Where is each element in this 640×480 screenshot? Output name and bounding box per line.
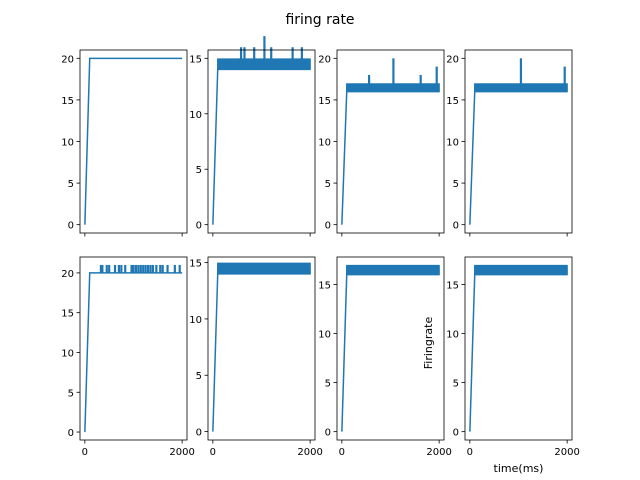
y-tick-label: 10 xyxy=(446,138,459,149)
axes-frame xyxy=(464,49,573,234)
y-tick-label: 5 xyxy=(325,179,331,190)
y-tick-label: 15 xyxy=(61,96,74,107)
y-tick-label: 10 xyxy=(189,315,202,326)
x-tick-label: 2000 xyxy=(169,447,194,458)
y-tick-label: 5 xyxy=(325,379,331,390)
y-tick-label: 5 xyxy=(196,165,202,176)
y-tick-label: 15 xyxy=(61,309,74,320)
panel-row2-col2: 0 5 10 15 0 2000 xyxy=(189,256,323,458)
y-tick-label: 15 xyxy=(318,96,331,107)
y-tick-label: 5 xyxy=(68,179,74,190)
y-tick-label: 10 xyxy=(446,330,459,341)
y-tick-label: 0 xyxy=(325,221,331,232)
axes-frame xyxy=(79,256,188,441)
series-line xyxy=(341,264,440,432)
series-line xyxy=(212,262,311,432)
y-tick-label: 10 xyxy=(61,348,74,359)
y-tick-label: 10 xyxy=(61,138,74,149)
x-tick-label: 0 xyxy=(339,447,345,458)
x-tick-label: 2000 xyxy=(554,447,579,458)
y-tick-label: 0 xyxy=(325,428,331,439)
axes-frame xyxy=(207,256,316,441)
y-tick-label: 5 xyxy=(68,388,74,399)
x-tick-label: 0 xyxy=(82,447,88,458)
x-tick-label: 2000 xyxy=(426,447,451,458)
y-tick-label: 20 xyxy=(446,54,459,65)
y-tick-label: 0 xyxy=(453,428,459,439)
x-axis-label: time(ms) xyxy=(494,462,544,475)
y-tick-label: 15 xyxy=(189,54,202,65)
y-tick-label: 0 xyxy=(68,221,74,232)
axes-frame xyxy=(79,49,188,234)
series-line xyxy=(84,272,183,433)
y-tick-label: 20 xyxy=(61,269,74,280)
y-tick-label: 0 xyxy=(196,428,202,439)
series-line xyxy=(212,58,311,225)
panel-row1-col3: 0 5 10 15 20 xyxy=(318,49,445,237)
y-tick-label: 5 xyxy=(196,371,202,382)
series-line xyxy=(469,264,568,432)
y-tick-label: 20 xyxy=(318,54,331,65)
x-tick-label: 2000 xyxy=(297,447,322,458)
y-tick-label: 0 xyxy=(68,428,74,439)
y-tick-label: 10 xyxy=(318,138,331,149)
series-line xyxy=(469,83,568,225)
y-tick-label: 5 xyxy=(453,379,459,390)
figure-title: firing rate xyxy=(285,12,354,28)
axes-frame xyxy=(336,49,445,234)
panel-row1-col2: 0 5 10 15 xyxy=(189,36,316,237)
y-tick-label: 15 xyxy=(189,259,202,270)
axes-frame xyxy=(336,256,445,441)
axes-frame xyxy=(207,49,316,234)
y-tick-label: 15 xyxy=(446,96,459,107)
y-tick-label: 0 xyxy=(196,221,202,232)
y-tick-label: 10 xyxy=(318,330,331,341)
y-tick-label: 15 xyxy=(318,280,331,291)
y-tick-label: 15 xyxy=(446,280,459,291)
panel-row1-col4: 0 5 10 15 20 xyxy=(446,49,573,237)
y-tick-label: 0 xyxy=(453,221,459,232)
x-tick-label: 0 xyxy=(467,447,473,458)
series-line xyxy=(341,83,440,225)
panel-row2-col1: 0 5 10 15 20 0 2000 xyxy=(61,256,195,458)
y-tick-label: 10 xyxy=(189,110,202,121)
y-axis-label: Firingrate xyxy=(422,317,435,370)
y-tick-label: 20 xyxy=(61,54,74,65)
series-line xyxy=(84,57,183,225)
y-tick-label: 5 xyxy=(453,179,459,190)
panel-row2-col3: 0 5 10 15 0 2000 xyxy=(318,256,452,458)
x-tick-label: 0 xyxy=(210,447,216,458)
axes-frame xyxy=(464,256,573,441)
panel-row1-col1: 0 5 10 15 20 xyxy=(61,49,188,237)
